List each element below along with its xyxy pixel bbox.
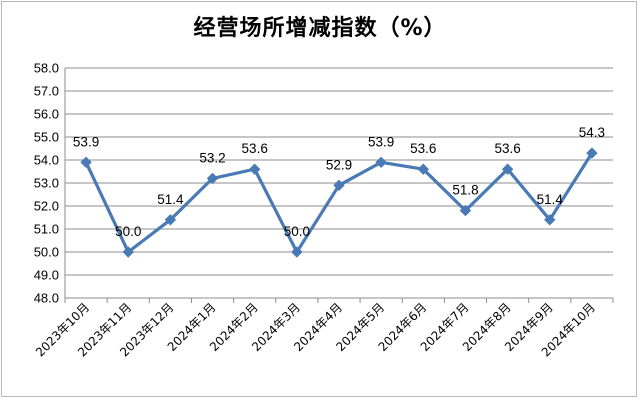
data-label: 51.4 [157,192,184,207]
data-label: 51.8 [452,183,478,198]
data-label: 53.6 [242,141,268,156]
data-point [459,204,472,217]
data-point [206,172,219,185]
data-point [544,214,556,226]
y-tick-label: 52.0 [34,199,59,214]
y-tick-label: 49.0 [34,268,59,283]
y-tick-label: 54.0 [34,153,59,168]
y-tick-label: 55.0 [34,130,59,145]
y-tick-label: 58.0 [34,61,59,76]
data-point [164,214,177,226]
data-label: 53.9 [368,134,394,149]
y-tick-label: 50.0 [34,245,59,260]
data-point [122,246,134,258]
data-label: 50.0 [115,224,141,239]
data-label: 50.0 [284,224,310,239]
y-tick-label: 56.0 [34,107,59,122]
data-label: 53.6 [494,141,520,156]
data-label: 53.2 [199,150,225,165]
y-tick-label: 53.0 [34,176,59,191]
y-tick-label: 48.0 [34,291,59,306]
data-point [333,179,345,192]
data-point [291,246,303,258]
data-point [248,163,261,175]
data-label: 54.3 [579,125,605,140]
data-point [586,147,598,159]
y-tick-label: 51.0 [34,222,59,237]
chart-title: 经营场所增减指数（%） [193,16,447,41]
data-point [80,156,92,169]
y-tick-label: 57.0 [34,84,59,99]
data-label: 53.6 [410,141,436,156]
data-point [375,156,387,169]
data-point [417,163,430,175]
data-label: 51.4 [537,192,564,207]
data-label: 53.9 [73,134,99,149]
data-point [501,163,514,175]
data-label: 52.9 [326,157,352,172]
